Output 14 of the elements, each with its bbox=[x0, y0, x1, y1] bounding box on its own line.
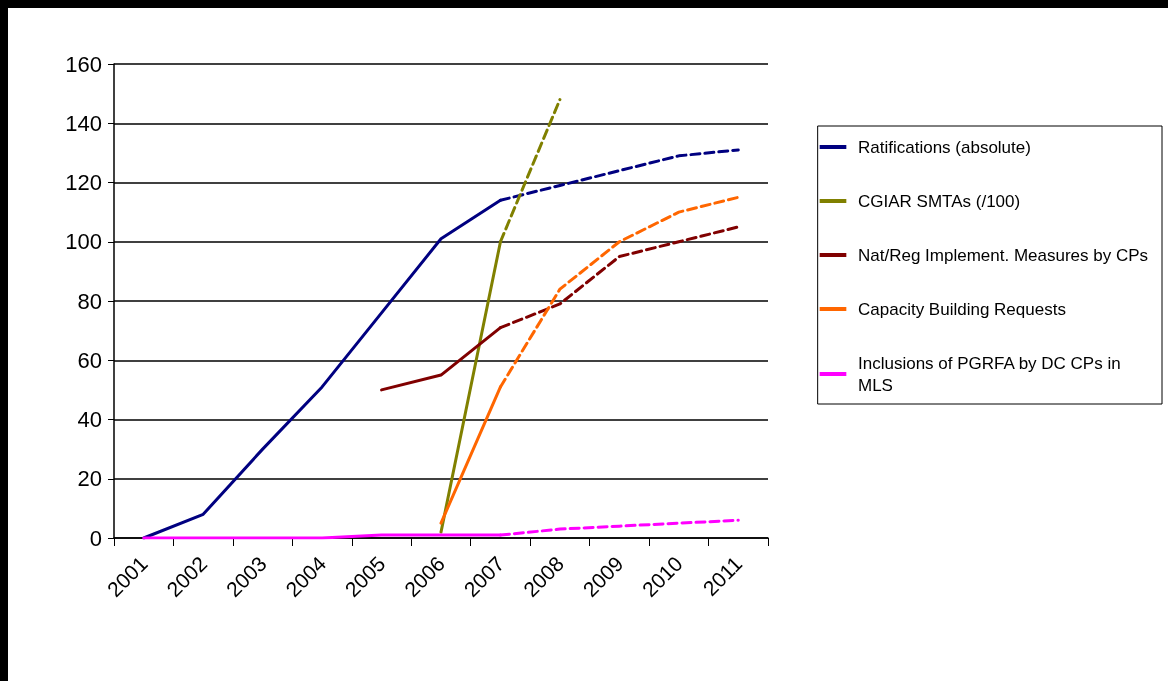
y-tick-label: 60 bbox=[77, 347, 102, 373]
y-tick-label: 120 bbox=[65, 170, 102, 195]
y-tick-label: 80 bbox=[77, 288, 102, 314]
y-tick-label: 0 bbox=[89, 525, 102, 551]
y-tick-label: 100 bbox=[65, 229, 102, 255]
legend-label: Ratifications (absolute) bbox=[858, 137, 1031, 157]
legend-label: Capacity Building Requests bbox=[858, 299, 1066, 319]
y-tick-label: 140 bbox=[65, 110, 102, 136]
legend-label: CGIAR SMTAs (/100) bbox=[858, 191, 1021, 211]
legend-label: Inclusions of PGRFA by DC CPs in MLS bbox=[858, 353, 1126, 395]
y-tick-label: 20 bbox=[77, 466, 102, 492]
y-tick-label: 40 bbox=[77, 407, 102, 432]
legend-label: Nat/Reg Implement. Measures by CPs bbox=[858, 245, 1149, 265]
y-tick-label: 160 bbox=[65, 51, 102, 77]
